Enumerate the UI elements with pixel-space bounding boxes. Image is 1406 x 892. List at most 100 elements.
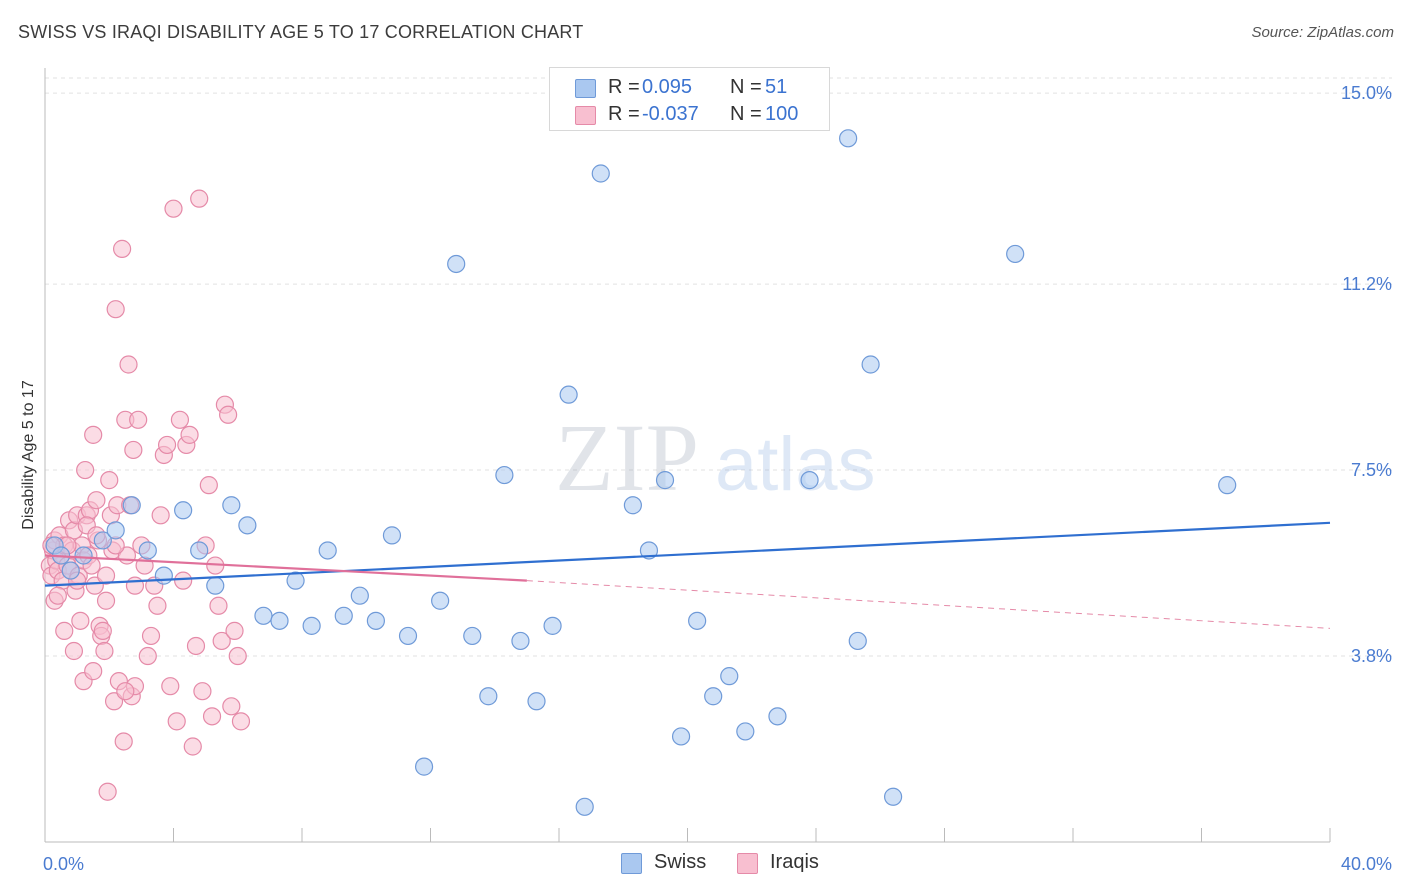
iraqi-point — [96, 591, 116, 610]
iraqi-trend-extension — [526, 580, 1331, 629]
iraqis-label: Iraqis — [770, 851, 819, 873]
tick-labels: 3.8% 7.5% 11.2% 15.0% 0.0% 40.0% — [43, 83, 1392, 874]
iraqi-point — [148, 596, 167, 615]
swiss-point — [671, 727, 691, 746]
trend-lines — [44, 521, 1331, 629]
iraqi-point — [151, 506, 170, 525]
iraqi-point — [190, 189, 209, 208]
iraqi-point — [219, 405, 238, 424]
iraqi-point — [141, 626, 161, 646]
legend-row-iraqis: R = -0.037 N = 100 — [550, 100, 829, 130]
iraqi-point — [186, 636, 206, 656]
legend-r-value: 0.095 — [642, 76, 693, 98]
swiss-point — [350, 586, 369, 605]
iraqi-point — [199, 476, 218, 495]
swiss-point — [768, 707, 787, 726]
iraqi-trend-line — [44, 554, 527, 582]
swiss-point — [591, 164, 610, 183]
swiss-point — [575, 797, 594, 816]
legend-n-value: 51 — [765, 76, 788, 98]
swiss-point — [883, 787, 903, 806]
legend-row-swiss: R = 0.095 N = 51 — [550, 73, 829, 103]
iraqi-point — [87, 491, 106, 510]
swiss-point — [318, 541, 337, 560]
iraqi-point — [222, 697, 241, 716]
legend-r-label: R = — [608, 76, 640, 98]
x-tick-label: 0.0% — [43, 854, 84, 874]
iraqi-point — [209, 596, 228, 615]
iraqi-point — [231, 712, 251, 731]
swiss-point — [106, 521, 125, 540]
legend-swatch-iraqis — [575, 106, 596, 125]
swiss-point — [206, 576, 225, 595]
swiss-point — [366, 611, 385, 630]
y-tick-label: 7.5% — [1351, 460, 1392, 480]
legend-n-value: 100 — [765, 103, 799, 125]
swiss-point — [861, 355, 880, 374]
correlation-legend: R = 0.095 N = 51 R = -0.037 N = 100 — [549, 67, 830, 131]
swiss-point — [559, 385, 578, 404]
swiss-point — [238, 516, 257, 535]
iraqi-point — [98, 782, 117, 801]
iraqi-point — [93, 621, 112, 640]
legend-n-label: N = — [730, 103, 762, 125]
iraqi-point — [84, 662, 103, 681]
swiss-point — [138, 541, 157, 560]
watermark-atlas: atlas — [715, 422, 876, 507]
swiss-point — [414, 757, 434, 776]
swiss-label: Swiss — [654, 851, 707, 873]
iraqi-point — [95, 641, 114, 661]
iraqi-point — [202, 707, 222, 726]
iraqi-point — [112, 239, 132, 258]
iraqi-point — [180, 425, 199, 444]
y-axis-label: Disability Age 5 to 17 — [20, 380, 37, 530]
watermark-zip: ZIP — [555, 404, 699, 511]
swiss-point — [1006, 244, 1025, 264]
iraqi-point — [183, 737, 202, 756]
iraqi-point — [76, 460, 95, 480]
watermark: ZIP atlas — [555, 404, 876, 511]
chart-title: SWISS VS IRAQI DISABILITY AGE 5 TO 17 CO… — [18, 22, 584, 42]
iraqi-point — [64, 641, 84, 661]
swiss-point — [398, 626, 418, 646]
swiss-point — [174, 501, 193, 520]
swiss-point — [254, 606, 273, 625]
iraqi-point — [225, 621, 244, 640]
legend-r-value: -0.037 — [642, 103, 699, 125]
swiss-point — [800, 471, 819, 490]
iraqi-point — [228, 646, 247, 666]
swiss-point — [122, 496, 141, 515]
swiss-point — [286, 571, 305, 590]
swiss-point — [495, 465, 514, 485]
iraqi-point — [129, 410, 148, 429]
iraqi-point — [138, 646, 157, 666]
iraqi-point — [170, 410, 190, 429]
swiss-point — [736, 722, 755, 741]
swiss-swatch — [621, 853, 642, 874]
iraqi-point — [71, 611, 90, 630]
iraqi-point — [193, 682, 212, 701]
swiss-point — [688, 611, 707, 630]
y-tick-label: 15.0% — [1341, 83, 1392, 103]
swiss-point — [543, 616, 562, 635]
swiss-point — [479, 687, 498, 706]
swiss-point — [431, 591, 450, 610]
iraqi-point — [119, 355, 138, 374]
iraqi-point — [125, 576, 145, 595]
iraqi-point — [124, 440, 143, 460]
iraqi-point — [100, 471, 119, 490]
swiss-point — [704, 687, 723, 706]
axes — [44, 68, 1331, 843]
swiss-point — [527, 692, 546, 711]
swiss-point — [447, 254, 466, 274]
iraqi-point — [212, 631, 231, 651]
x-tick-label: 40.0% — [1341, 854, 1392, 874]
swiss-point — [463, 626, 482, 646]
iraqi-point — [174, 571, 193, 590]
iraqi-point — [157, 435, 177, 455]
legend-swatch-swiss — [575, 79, 596, 98]
iraqi-point — [106, 300, 125, 319]
swiss-point — [848, 631, 867, 651]
iraqi-point — [116, 682, 135, 701]
